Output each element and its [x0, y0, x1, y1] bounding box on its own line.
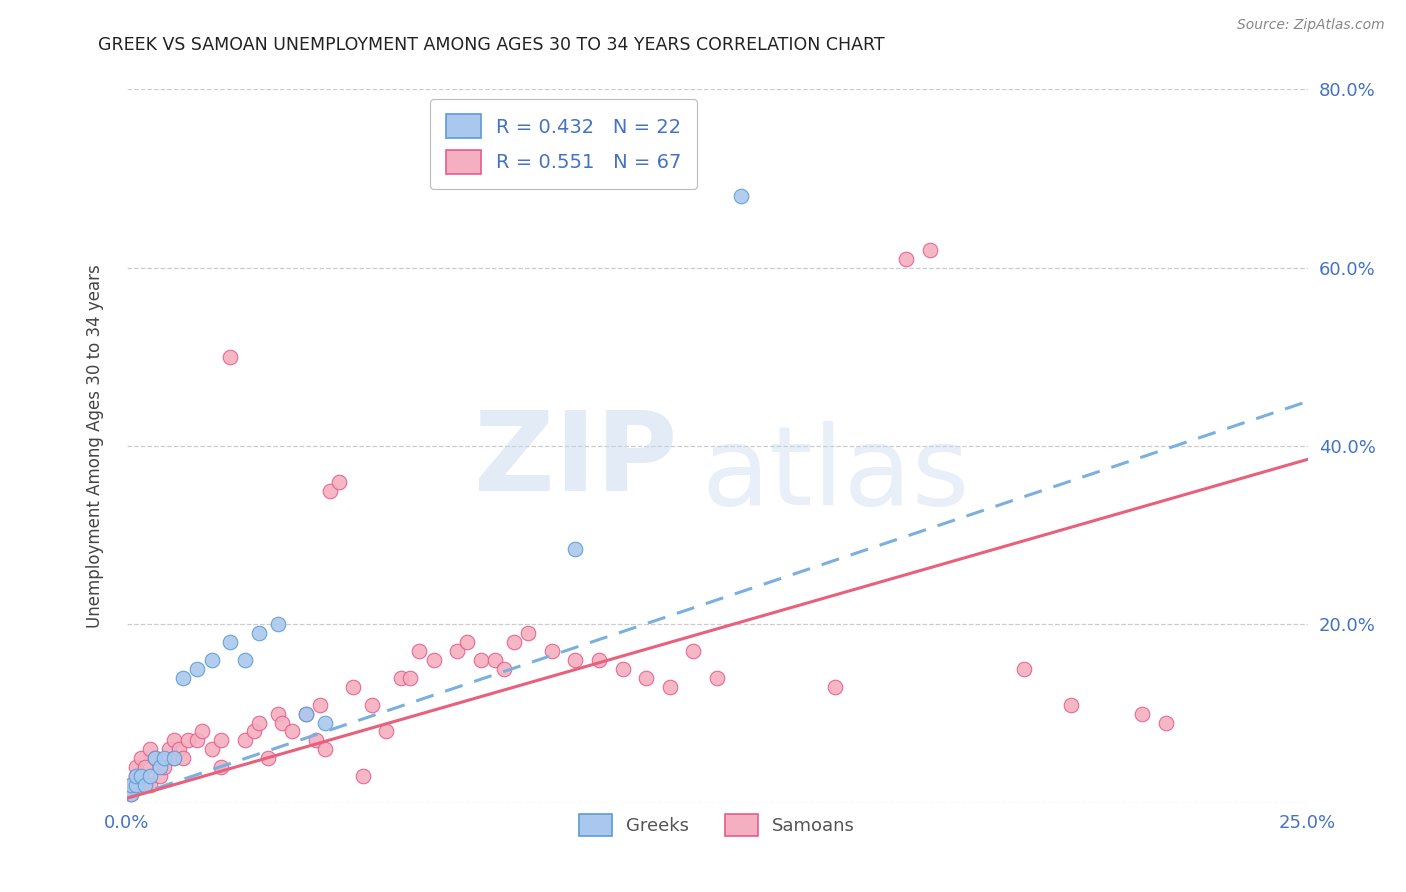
Point	[540, 644, 562, 658]
Point	[139, 778, 162, 792]
Point	[186, 733, 208, 747]
Point	[247, 626, 270, 640]
Point	[314, 742, 336, 756]
Point	[149, 769, 172, 783]
Point	[1130, 706, 1153, 721]
Point	[446, 644, 468, 658]
Point	[200, 653, 222, 667]
Point	[484, 653, 506, 667]
Point	[267, 617, 290, 632]
Point	[267, 706, 290, 721]
Point	[120, 778, 142, 792]
Point	[564, 653, 586, 667]
Point	[314, 715, 336, 730]
Point	[149, 760, 172, 774]
Point	[129, 769, 152, 783]
Point	[200, 742, 222, 756]
Point	[219, 350, 242, 364]
Point	[352, 769, 374, 783]
Point	[494, 662, 516, 676]
Point	[120, 787, 142, 801]
Point	[129, 751, 152, 765]
Point	[399, 671, 422, 685]
Point	[129, 769, 152, 783]
Text: atlas: atlas	[702, 421, 969, 528]
Point	[408, 644, 430, 658]
Point	[342, 680, 364, 694]
Text: GREEK VS SAMOAN UNEMPLOYMENT AMONG AGES 30 TO 34 YEARS CORRELATION CHART: GREEK VS SAMOAN UNEMPLOYMENT AMONG AGES …	[98, 36, 884, 54]
Point	[422, 653, 444, 667]
Point	[1012, 662, 1035, 676]
Point	[163, 751, 186, 765]
Point	[503, 635, 526, 649]
Point	[824, 680, 846, 694]
Y-axis label: Unemployment Among Ages 30 to 34 years: Unemployment Among Ages 30 to 34 years	[86, 264, 104, 628]
Point	[361, 698, 384, 712]
Point	[163, 751, 186, 765]
Point	[389, 671, 412, 685]
Point	[209, 733, 232, 747]
Point	[163, 733, 186, 747]
Point	[894, 252, 917, 266]
Point	[304, 733, 326, 747]
Point	[139, 742, 162, 756]
Point	[588, 653, 610, 667]
Point	[375, 724, 398, 739]
Point	[281, 724, 304, 739]
Point	[172, 751, 194, 765]
Point	[125, 769, 148, 783]
Point	[125, 778, 148, 792]
Point	[134, 760, 156, 774]
Point	[636, 671, 658, 685]
Point	[186, 662, 208, 676]
Point	[517, 626, 540, 640]
Point	[233, 733, 256, 747]
Point	[153, 751, 176, 765]
Point	[120, 787, 142, 801]
Point	[470, 653, 492, 667]
Point	[177, 733, 200, 747]
Point	[456, 635, 478, 649]
Point	[157, 742, 180, 756]
Legend: Greeks, Samoans: Greeks, Samoans	[565, 800, 869, 851]
Text: Source: ZipAtlas.com: Source: ZipAtlas.com	[1237, 18, 1385, 32]
Point	[295, 706, 318, 721]
Point	[564, 541, 586, 556]
Point	[730, 189, 752, 203]
Point	[247, 715, 270, 730]
Point	[134, 778, 156, 792]
Point	[167, 742, 190, 756]
Point	[209, 760, 232, 774]
Point	[328, 475, 350, 489]
Point	[309, 698, 332, 712]
Point	[125, 769, 148, 783]
Point	[219, 635, 242, 649]
Point	[257, 751, 280, 765]
Point	[143, 751, 166, 765]
Point	[658, 680, 681, 694]
Point	[153, 760, 176, 774]
Point	[612, 662, 634, 676]
Point	[706, 671, 728, 685]
Point	[125, 760, 148, 774]
Point	[682, 644, 704, 658]
Point	[918, 243, 941, 257]
Point	[1060, 698, 1083, 712]
Point	[139, 769, 162, 783]
Point	[120, 778, 142, 792]
Point	[172, 671, 194, 685]
Point	[243, 724, 266, 739]
Point	[143, 751, 166, 765]
Point	[1154, 715, 1177, 730]
Point	[295, 706, 318, 721]
Point	[191, 724, 214, 739]
Point	[271, 715, 294, 730]
Point	[318, 483, 340, 498]
Point	[233, 653, 256, 667]
Text: ZIP: ZIP	[474, 407, 678, 514]
